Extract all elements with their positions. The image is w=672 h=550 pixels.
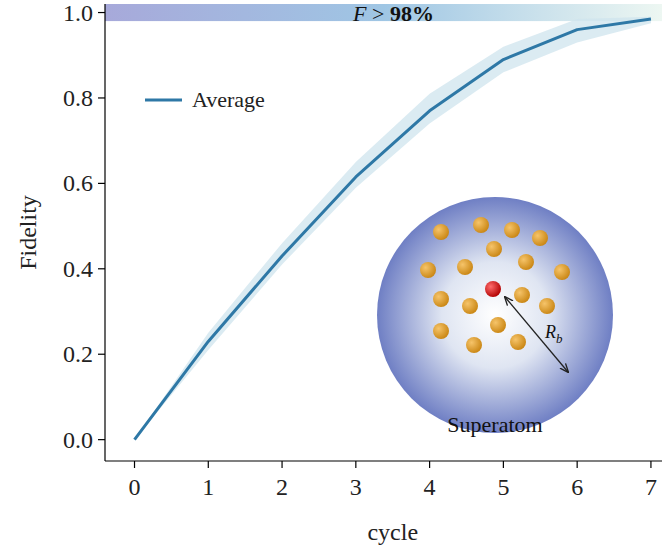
y-tick: [98, 183, 105, 184]
atom: [490, 317, 506, 333]
radius-label: Rb: [544, 322, 563, 346]
atom: [433, 291, 449, 307]
radius-sub: b: [556, 331, 563, 346]
x-tick: [503, 461, 504, 468]
x-axis-title: cycle: [367, 519, 418, 545]
atom: [532, 230, 548, 246]
atom: [457, 259, 473, 275]
y-tick: [98, 439, 105, 440]
legend-swatch: [145, 99, 182, 102]
inset: Rb Superatom: [377, 197, 613, 437]
atom: [433, 224, 449, 240]
spread-area: [135, 17, 651, 440]
y-tick-label: 0.2: [63, 341, 93, 367]
annotation-part: >: [372, 1, 390, 26]
atom: [504, 222, 520, 238]
blockade-sphere: [377, 197, 613, 433]
excited-atom: [485, 281, 501, 297]
y-axis-line: [104, 4, 105, 461]
legend: Average: [145, 87, 265, 112]
atom: [518, 254, 534, 270]
series-line: [135, 19, 651, 440]
y-tick: [98, 268, 105, 269]
legend-label: Average: [192, 87, 265, 112]
y-tick: [98, 97, 105, 98]
atom: [462, 298, 478, 314]
chart: 0 1 2 3 4 5 6 7 0.0 0.2 0.4 0.6 0.8 1.0 cycle Fidelity F…: [0, 0, 672, 550]
atom: [473, 217, 489, 233]
y-tick-label: 0.4: [63, 256, 93, 282]
y-tick: [98, 12, 105, 13]
x-tick-label: 6: [571, 474, 583, 500]
x-tick: [208, 461, 209, 468]
x-tick-label: 4: [424, 474, 436, 500]
radius-main: R: [544, 322, 556, 342]
y-tick-label: 0.0: [63, 427, 93, 453]
x-tick: [577, 461, 578, 468]
atom: [466, 337, 482, 353]
x-tick-label: 3: [350, 474, 362, 500]
x-tick-label: 1: [202, 474, 214, 500]
atom: [510, 334, 526, 350]
y-axis-title: Fidelity: [15, 195, 41, 270]
x-tick-label: 5: [497, 474, 509, 500]
x-axis-line: [105, 460, 662, 461]
plot-area: [105, 4, 662, 440]
x-tick: [650, 461, 651, 468]
annotation: F > 98%: [352, 1, 434, 26]
atom: [420, 262, 436, 278]
x-tick: [429, 461, 430, 468]
inset-label: Superatom: [447, 412, 542, 437]
y-tick: [98, 354, 105, 355]
radius-arrow: [505, 297, 568, 372]
x-tick: [134, 461, 135, 468]
x-tick: [281, 461, 282, 468]
annotation-part: F: [352, 1, 372, 26]
x-tick-label: 2: [276, 474, 288, 500]
y-tick-label: 1.0: [63, 0, 93, 26]
atom: [554, 264, 570, 280]
atom: [539, 298, 555, 314]
annotation-part: 98%: [390, 1, 434, 26]
y-tick-label: 0.6: [63, 170, 93, 196]
x-tick-label: 7: [645, 474, 657, 500]
atom: [486, 241, 502, 257]
y-tick-label: 0.8: [63, 85, 93, 111]
atom: [514, 287, 530, 303]
x-tick-label: 0: [129, 474, 141, 500]
atom: [433, 323, 449, 339]
x-tick: [355, 461, 356, 468]
